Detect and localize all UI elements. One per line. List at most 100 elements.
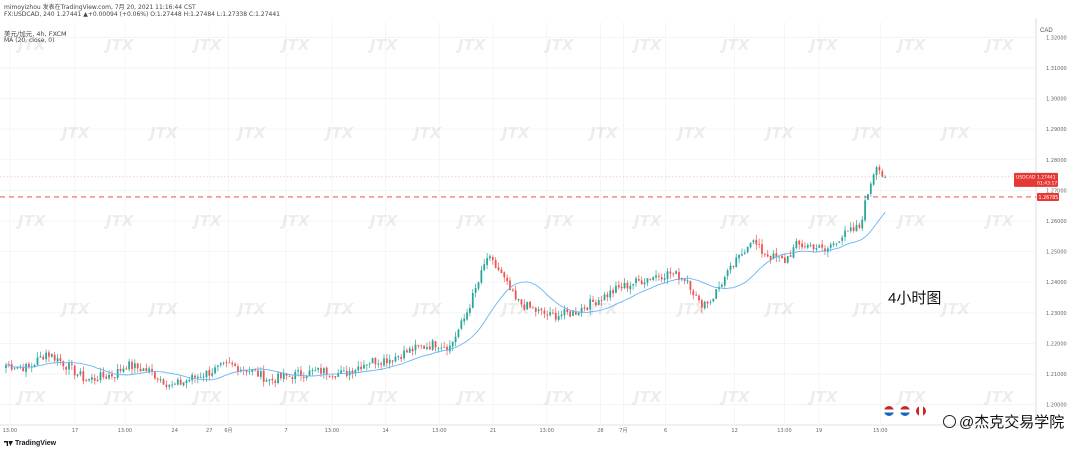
- candle-body: [480, 270, 483, 283]
- watermark-text: JTX: [191, 388, 223, 406]
- candle: [861, 216, 864, 232]
- candle: [643, 278, 646, 289]
- candle-body: [33, 364, 36, 367]
- candle-body: [88, 379, 90, 381]
- candle-body: [523, 304, 526, 310]
- candle-body: [156, 378, 159, 380]
- candle-body: [637, 279, 640, 281]
- candle-body: [858, 224, 861, 228]
- candle: [612, 287, 614, 298]
- watermark-text: JTX: [719, 36, 751, 54]
- candle-body: [25, 363, 27, 372]
- candle-body: [557, 316, 560, 320]
- candle: [646, 278, 649, 287]
- candle-body: [460, 320, 463, 329]
- candle-body: [563, 309, 566, 316]
- candle: [809, 242, 812, 248]
- candle-body: [225, 362, 228, 364]
- candle-body: [411, 348, 414, 352]
- watermark-text: JTX: [851, 300, 883, 318]
- candle-body: [448, 345, 451, 352]
- candles: [5, 164, 887, 390]
- candle-body: [305, 376, 308, 378]
- candle-body: [322, 368, 325, 374]
- candle: [474, 283, 477, 298]
- candle: [440, 343, 443, 351]
- candle: [818, 243, 821, 248]
- candle: [540, 307, 543, 316]
- candle-body: [423, 345, 425, 349]
- candle-body: [182, 382, 185, 386]
- author-credit[interactable]: @杰克交易学院: [943, 411, 1064, 432]
- candle: [36, 352, 39, 366]
- candle-body: [56, 358, 59, 362]
- time-tick-label: 7月: [619, 428, 627, 434]
- watermark-text: JTX: [279, 36, 311, 54]
- watermark-text: JTX: [983, 212, 1015, 230]
- candle: [365, 364, 368, 371]
- candle-body: [308, 370, 311, 377]
- candle-body: [13, 368, 16, 370]
- candle-body: [735, 257, 738, 268]
- candle: [274, 378, 277, 388]
- candle: [766, 249, 769, 258]
- candle: [592, 296, 594, 303]
- candle-body: [374, 358, 377, 365]
- candle-body: [612, 290, 614, 294]
- candle: [523, 299, 526, 311]
- candle-body: [778, 256, 781, 258]
- candle: [786, 255, 789, 264]
- candle: [262, 365, 265, 387]
- candle: [302, 372, 305, 383]
- candle: [156, 377, 159, 383]
- candle: [25, 362, 27, 378]
- candle-body: [259, 371, 262, 377]
- candle: [139, 363, 142, 373]
- candle: [348, 367, 351, 381]
- candle: [529, 300, 531, 309]
- author-credit-text: @杰克交易学院: [959, 414, 1065, 431]
- candle: [537, 306, 540, 314]
- candle: [534, 306, 537, 317]
- candle: [763, 253, 766, 258]
- candle: [65, 365, 68, 375]
- candle: [686, 275, 689, 284]
- candle: [749, 242, 752, 249]
- candle: [726, 268, 729, 280]
- candle-body: [615, 285, 617, 293]
- candle: [615, 281, 617, 293]
- candle: [343, 367, 345, 372]
- time-tick-label: 7: [284, 428, 287, 434]
- candle: [53, 351, 56, 363]
- candle: [526, 301, 529, 311]
- candle-body: [795, 240, 798, 249]
- watermark-text: JTX: [499, 124, 531, 142]
- candle-body: [174, 383, 176, 385]
- candle-body: [786, 256, 789, 263]
- candle-body: [391, 360, 394, 362]
- time-tick-label: 13:00: [3, 428, 17, 434]
- candle-body: [228, 362, 231, 364]
- candle: [136, 363, 139, 373]
- candle-body: [532, 307, 534, 309]
- candle-body: [829, 244, 832, 248]
- currency-label: CAD: [1040, 28, 1053, 34]
- watermark-text: JTX: [323, 124, 355, 142]
- candle-body: [363, 364, 365, 369]
- candle: [105, 373, 108, 380]
- tradingview-logo[interactable]: TradingView: [4, 440, 56, 447]
- candle: [391, 359, 394, 366]
- candle: [225, 359, 228, 368]
- candle: [623, 278, 626, 290]
- candle: [494, 257, 497, 269]
- ma-indicator-label[interactable]: MA (20, close, 0): [4, 37, 55, 44]
- candle: [5, 362, 7, 374]
- watermark-text: JTX: [983, 388, 1015, 406]
- candle-body: [96, 379, 99, 381]
- candle-body: [400, 357, 403, 359]
- candle-body: [191, 374, 194, 381]
- candle: [383, 354, 385, 367]
- candle-body: [635, 278, 637, 284]
- watermark-text: JTX: [807, 388, 839, 406]
- candle: [93, 373, 96, 385]
